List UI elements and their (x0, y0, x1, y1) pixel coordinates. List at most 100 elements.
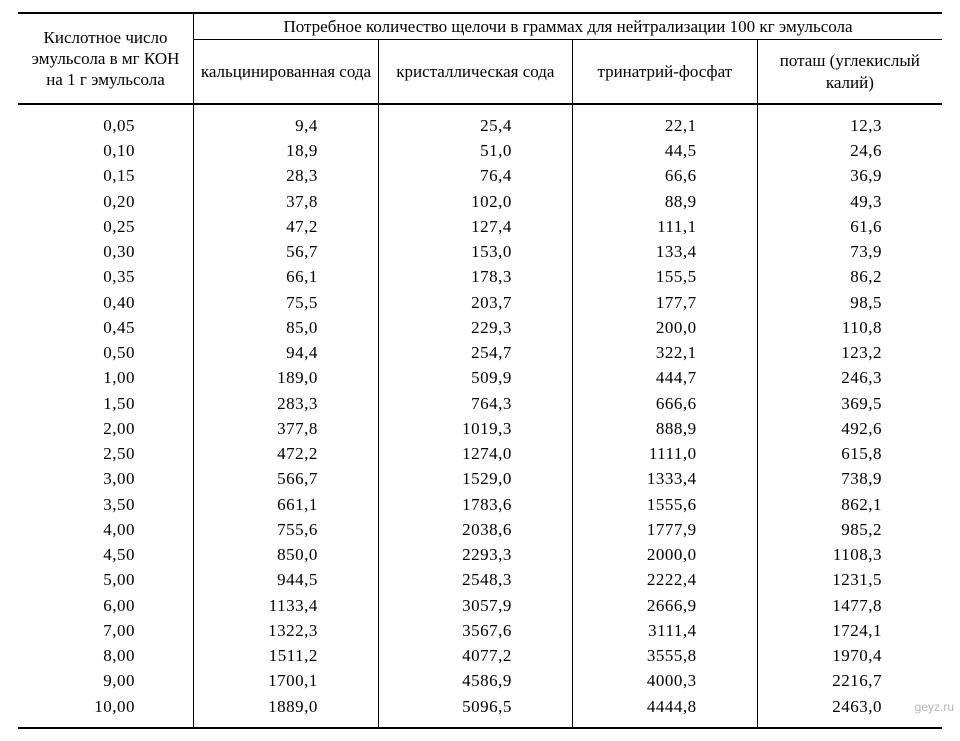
watermark: geyz.ru (915, 700, 954, 714)
table-cell: 615,8 (757, 441, 942, 466)
table-cell: 110,8 (757, 315, 942, 340)
table-cell: 3567,6 (378, 618, 572, 643)
table-row: 6,001133,43057,92666,91477,8 (18, 593, 942, 618)
table-cell: 9,4 (194, 104, 379, 138)
table-cell: 3057,9 (378, 593, 572, 618)
table-cell: 3111,4 (572, 618, 757, 643)
table-cell: 6,00 (18, 593, 194, 618)
table-row: 0,3056,7153,0133,473,9 (18, 239, 942, 264)
table-cell: 2216,7 (757, 668, 942, 693)
table-cell: 2222,4 (572, 567, 757, 592)
table-cell: 0,25 (18, 214, 194, 239)
table-cell: 1231,5 (757, 567, 942, 592)
table-row: 4,50850,02293,32000,01108,3 (18, 542, 942, 567)
table-cell: 22,1 (572, 104, 757, 138)
table-row: 0,4075,5203,7177,798,5 (18, 290, 942, 315)
table-row: 2,50472,21274,01111,0615,8 (18, 441, 942, 466)
table-cell: 28,3 (194, 163, 379, 188)
table-cell: 133,4 (572, 239, 757, 264)
table-cell: 2,00 (18, 416, 194, 441)
column-header: кристаллическая сода (378, 40, 572, 104)
table-row: 9,001700,14586,94000,32216,7 (18, 668, 942, 693)
table-cell: 8,00 (18, 643, 194, 668)
table-cell: 1108,3 (757, 542, 942, 567)
table-cell: 985,2 (757, 517, 942, 542)
table-cell: 0,20 (18, 189, 194, 214)
table-row: 0,059,425,422,112,3 (18, 104, 942, 138)
table-row: 2,00377,81019,3888,9492,6 (18, 416, 942, 441)
table-cell: 56,7 (194, 239, 379, 264)
table-cell: 0,45 (18, 315, 194, 340)
table-cell: 472,2 (194, 441, 379, 466)
table-cell: 1133,4 (194, 593, 379, 618)
table-cell: 862,1 (757, 492, 942, 517)
table-cell: 2038,6 (378, 517, 572, 542)
alkali-table: Кислотное число эмульсола в мг КОН на 1 … (18, 12, 942, 729)
table-row: 0,1018,951,044,524,6 (18, 138, 942, 163)
group-header-label: Потребное количество щелочи в граммах дл… (194, 13, 942, 40)
table-cell: 47,2 (194, 214, 379, 239)
table-cell: 666,6 (572, 391, 757, 416)
table-cell: 102,0 (378, 189, 572, 214)
table-cell: 254,7 (378, 340, 572, 365)
table-cell: 2666,9 (572, 593, 757, 618)
table-row: 10,001889,05096,54444,82463,0 (18, 694, 942, 728)
table-cell: 0,50 (18, 340, 194, 365)
table-cell: 86,2 (757, 264, 942, 289)
table-cell: 2,50 (18, 441, 194, 466)
table-cell: 1322,3 (194, 618, 379, 643)
table-row: 1,50283,3764,3666,6369,5 (18, 391, 942, 416)
table-cell: 2548,3 (378, 567, 572, 592)
table-cell: 0,15 (18, 163, 194, 188)
table-cell: 661,1 (194, 492, 379, 517)
table-cell: 66,6 (572, 163, 757, 188)
table-cell: 444,7 (572, 365, 757, 390)
table-cell: 5096,5 (378, 694, 572, 728)
column-header: кальцинированная сода (194, 40, 379, 104)
table-cell: 0,10 (18, 138, 194, 163)
table-cell: 3,00 (18, 466, 194, 491)
table-cell: 1019,3 (378, 416, 572, 441)
table-row: 1,00189,0509,9444,7246,3 (18, 365, 942, 390)
table-cell: 4586,9 (378, 668, 572, 693)
table-cell: 49,3 (757, 189, 942, 214)
table-row: 0,3566,1178,3155,586,2 (18, 264, 942, 289)
table-cell: 12,3 (757, 104, 942, 138)
table-cell: 764,3 (378, 391, 572, 416)
table-cell: 1889,0 (194, 694, 379, 728)
row-header-label: Кислотное число эмульсола в мг КОН на 1 … (18, 13, 194, 104)
table-cell: 200,0 (572, 315, 757, 340)
table-cell: 94,4 (194, 340, 379, 365)
table-cell: 566,7 (194, 466, 379, 491)
table-cell: 377,8 (194, 416, 379, 441)
column-header: тринатрий-фосфат (572, 40, 757, 104)
table-row: 3,50661,11783,61555,6862,1 (18, 492, 942, 517)
table-cell: 3555,8 (572, 643, 757, 668)
table-cell: 4000,3 (572, 668, 757, 693)
table-cell: 888,9 (572, 416, 757, 441)
table-cell: 1274,0 (378, 441, 572, 466)
table-cell: 1,50 (18, 391, 194, 416)
table-cell: 51,0 (378, 138, 572, 163)
table-cell: 509,9 (378, 365, 572, 390)
table-cell: 246,3 (757, 365, 942, 390)
table-cell: 85,0 (194, 315, 379, 340)
table-cell: 1333,4 (572, 466, 757, 491)
table-cell: 189,0 (194, 365, 379, 390)
table-cell: 0,30 (18, 239, 194, 264)
table-cell: 153,0 (378, 239, 572, 264)
table-cell: 283,3 (194, 391, 379, 416)
table-cell: 10,00 (18, 694, 194, 728)
table-cell: 36,9 (757, 163, 942, 188)
table-cell: 24,6 (757, 138, 942, 163)
table-cell: 177,7 (572, 290, 757, 315)
table-cell: 88,9 (572, 189, 757, 214)
table-cell: 9,00 (18, 668, 194, 693)
table-cell: 2000,0 (572, 542, 757, 567)
table-cell: 0,40 (18, 290, 194, 315)
table-cell: 1783,6 (378, 492, 572, 517)
table-cell: 98,5 (757, 290, 942, 315)
table-cell: 944,5 (194, 567, 379, 592)
table-cell: 66,1 (194, 264, 379, 289)
table-cell: 0,05 (18, 104, 194, 138)
